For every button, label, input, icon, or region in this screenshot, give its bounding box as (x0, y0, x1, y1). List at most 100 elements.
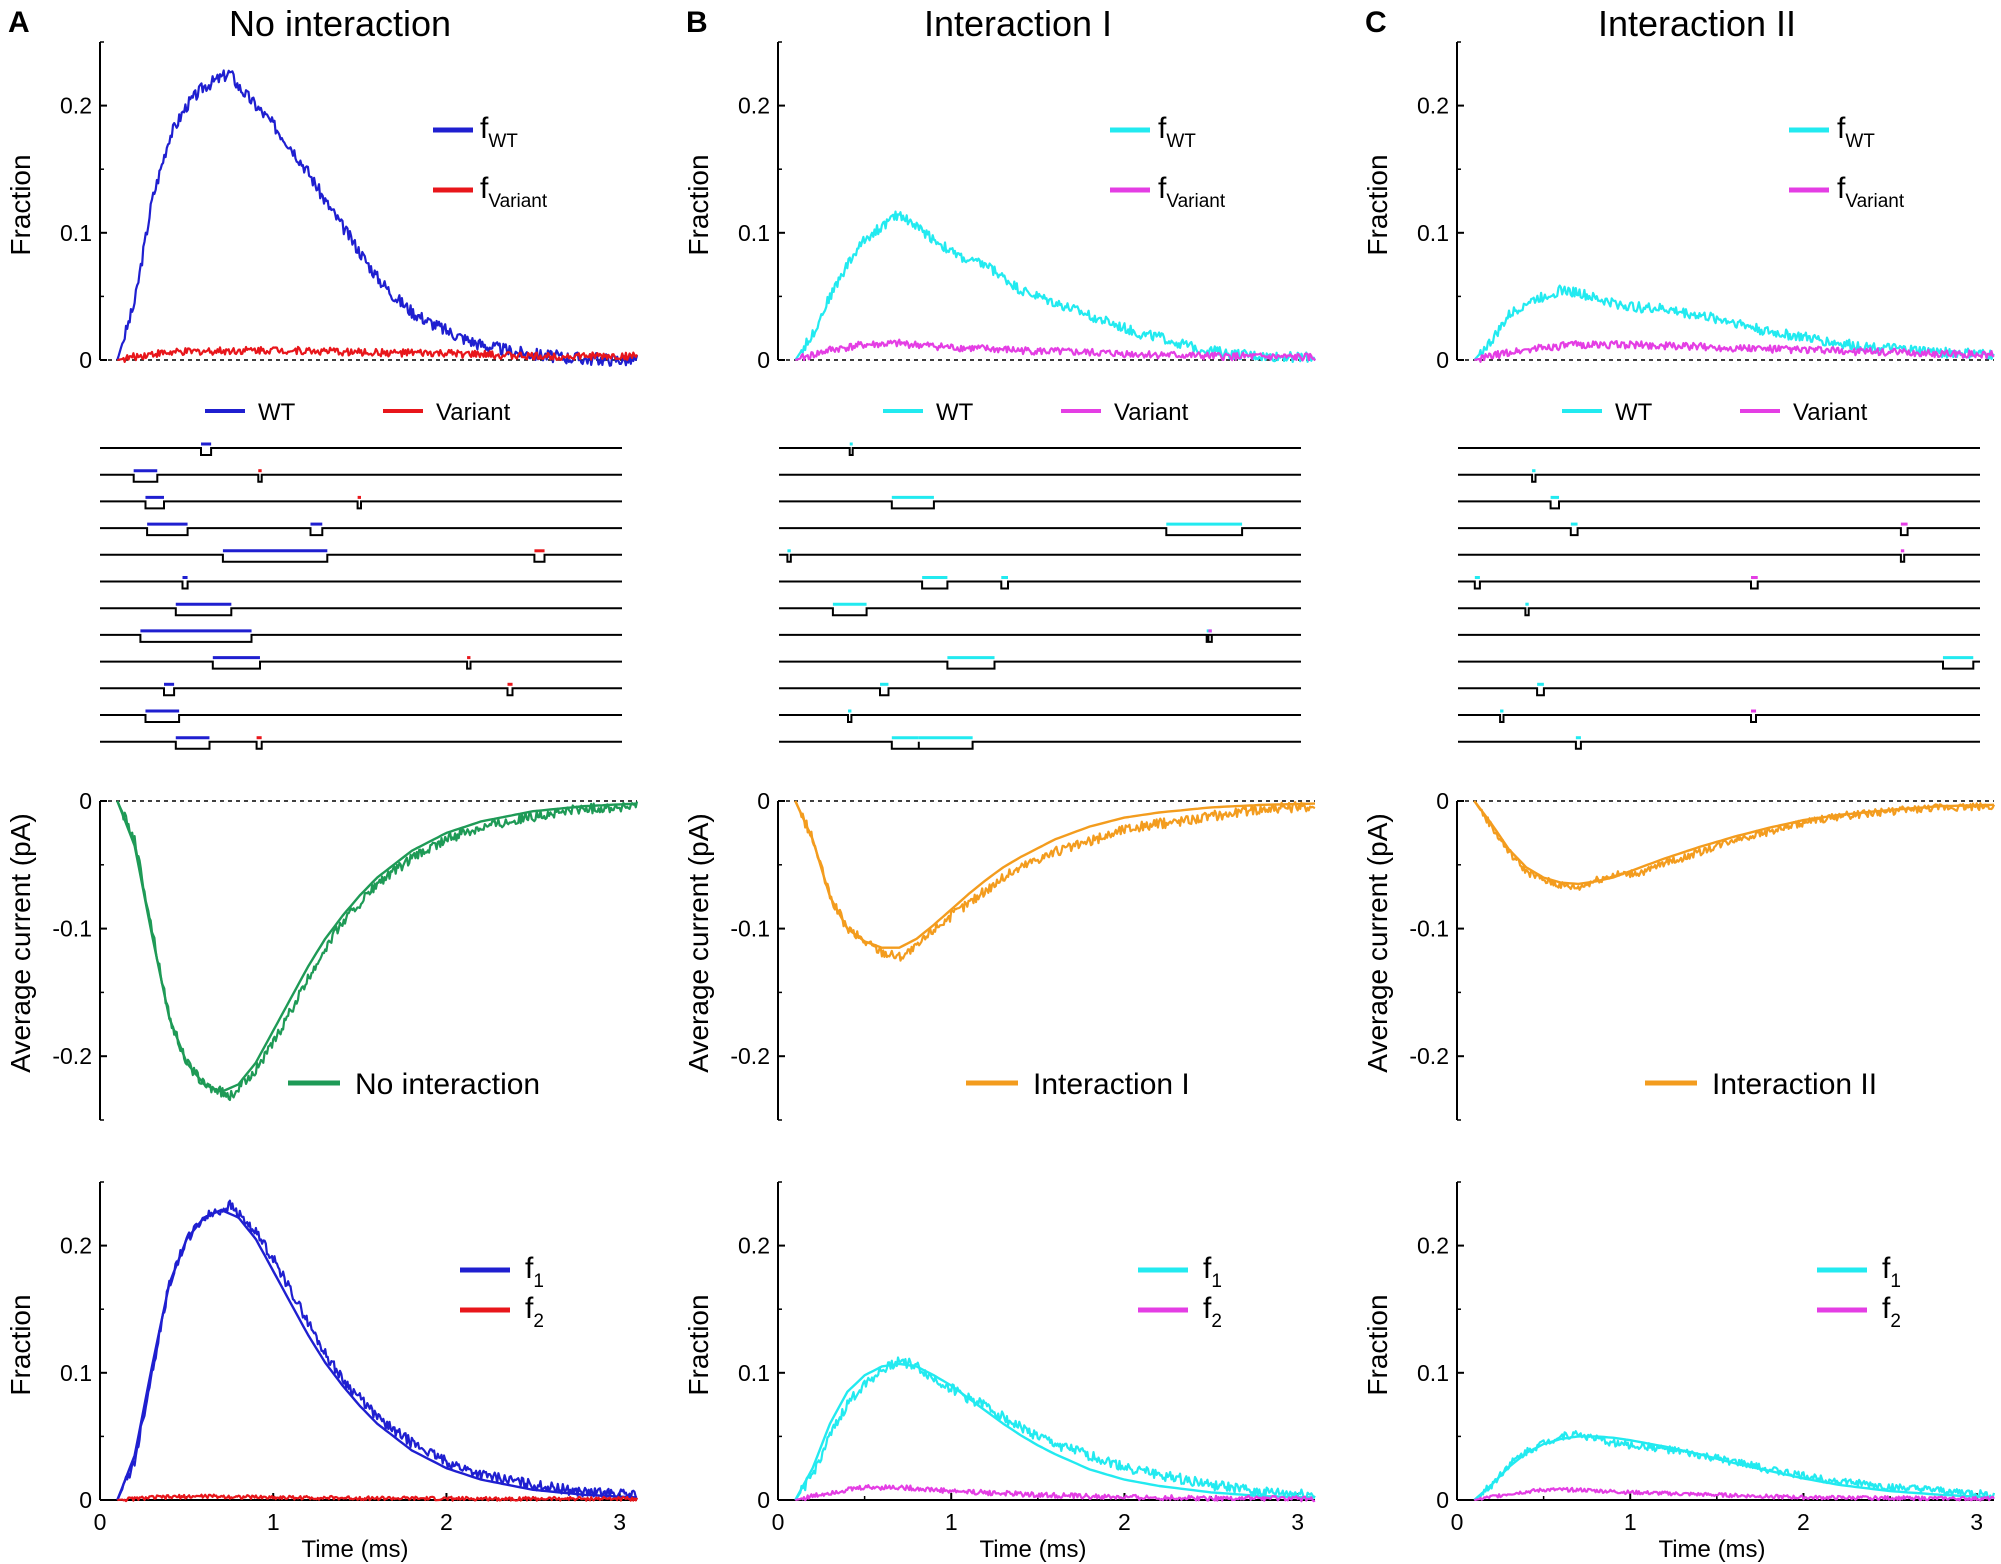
x-tick-label: 1 (945, 1509, 958, 1535)
series-line (794, 800, 1316, 962)
trace-row (779, 714, 1301, 723)
y-tick-label: 0 (757, 347, 770, 373)
legend-c-fit: f1 f2 (1817, 1252, 1901, 1332)
panel-letter-c: C (1365, 6, 1387, 39)
trace-row (779, 500, 1301, 510)
series-line (116, 69, 639, 367)
panel-a: A No interaction Fraction 0 0.1 0.2 fWT fV… (5, 3, 639, 1563)
series-line (1473, 800, 1996, 891)
trace-row (779, 447, 1301, 456)
series-line (795, 1484, 1316, 1503)
series-line (794, 338, 1316, 362)
ylabel-c-fraction-fit: Fraction (1362, 1294, 1393, 1395)
x-tick-label: 3 (613, 1509, 626, 1535)
series-line (117, 1493, 638, 1503)
series-line (1474, 1486, 1995, 1502)
chart-a-fraction: Fraction 0 0.1 0.2 fWT fVariant (5, 41, 639, 373)
legend-label-a-f1: f1 (525, 1252, 544, 1292)
y-tick-label: -0.2 (52, 1043, 92, 1069)
trace-row (1458, 500, 1980, 510)
trace-row (779, 607, 1301, 617)
trace-row (779, 633, 1301, 643)
x-tick-label: 0 (772, 1509, 785, 1535)
x-tick-label: 2 (1797, 1509, 1810, 1535)
trace-row (100, 607, 622, 617)
y-tick-label: 0.1 (1417, 220, 1449, 246)
y-tick-label: 0 (1436, 788, 1449, 814)
trace-row (100, 447, 622, 456)
x-tick-label: 0 (94, 1509, 107, 1535)
traces-a: WT Variant (100, 399, 622, 750)
legend-label-a-variant: Variant (436, 399, 511, 426)
legend-label-a-wt: WT (258, 399, 296, 426)
legend-label-b-f2: f2 (1203, 1292, 1222, 1332)
panel-title-c: Interaction II (1598, 3, 1796, 44)
trace-row (1458, 473, 1980, 483)
series-line (794, 210, 1316, 363)
series-line (116, 1199, 638, 1501)
ylabel-c-fraction: Fraction (1362, 154, 1393, 255)
x-tick-label: 1 (1624, 1509, 1637, 1535)
trace-row (779, 687, 1301, 697)
series-line (117, 345, 638, 363)
y-tick-label: 0 (79, 347, 92, 373)
trace-row (1458, 714, 1980, 723)
legend-b-fraction: fWT fVariant (1110, 112, 1226, 212)
y-tick-label: 0.2 (738, 93, 770, 119)
legend-label-b-current: Interaction I (1033, 1068, 1190, 1101)
plot-b-fraction-fit: 0 0.1 0.2 0 1 2 3 (738, 1181, 1316, 1535)
legend-a-fraction: fWT fVariant (433, 112, 548, 212)
trace-row (1458, 687, 1980, 697)
chart-c-fraction-fit: Fraction 0 0.1 0.2 0 1 2 3 Time (ms) f1 f2 (1362, 1181, 1996, 1563)
x-tick-label: 0 (1451, 1509, 1464, 1535)
series-line (116, 800, 639, 1102)
trace-row (1458, 607, 1980, 617)
ylabel-a-fraction-fit: Fraction (5, 1294, 36, 1395)
xlabel-c: Time (ms) (1658, 1536, 1765, 1563)
trace-row (100, 527, 622, 537)
plot-a-current: 0 -0.1 -0.2 (52, 788, 639, 1121)
ylabel-b-current: Average current (pA) (683, 813, 714, 1072)
y-tick-label: 0 (757, 1487, 770, 1513)
chart-b-fraction: Fraction 0 0.1 0.2 fWT fVariant (683, 41, 1316, 373)
x-tick-label: 2 (440, 1509, 453, 1535)
series-line (116, 800, 638, 1094)
legend-label-c-current: Interaction II (1712, 1068, 1877, 1101)
panel-letter-a: A (8, 6, 30, 39)
plot-c-fraction-fit: 0 0.1 0.2 0 1 2 3 (1417, 1181, 1996, 1535)
chart-b-current: Average current (pA) 0 -0.1 -0.2 Interacti… (683, 788, 1316, 1121)
legend-label-c-variant: Variant (1793, 399, 1868, 426)
panel-b: B Interaction I Fraction 0 0.1 0.2 fWT fVa… (683, 3, 1316, 1563)
trace-set-a (100, 442, 622, 750)
trace-set-c (1458, 447, 1980, 750)
plot-b-current: 0 -0.1 -0.2 (730, 788, 1316, 1121)
ylabel-c-current: Average current (pA) (1362, 813, 1393, 1072)
y-tick-label: 0.1 (1417, 1360, 1449, 1386)
traces-c: WT Variant (1458, 399, 1980, 750)
y-tick-label: 0.1 (738, 1360, 770, 1386)
xlabel-a: Time (ms) (301, 1536, 408, 1563)
trace-row (100, 740, 622, 750)
panel-title-b: Interaction I (924, 3, 1112, 44)
xlabel-b: Time (ms) (979, 1536, 1086, 1563)
traces-b: WT Variant (779, 399, 1301, 750)
legend-label-c-fwt: fWT (1837, 112, 1875, 152)
plot-c-current: 0 -0.1 -0.2 (1409, 788, 1996, 1121)
trace-row (1458, 553, 1980, 563)
ylabel-b-fraction: Fraction (683, 154, 714, 255)
y-tick-label: -0.2 (1409, 1043, 1449, 1069)
series-line (1473, 800, 1995, 886)
legend-a-fit: f1 f2 (460, 1252, 544, 1332)
y-tick-label: 0.2 (1417, 93, 1449, 119)
legend-label-c-f1: f1 (1882, 1252, 1901, 1292)
legend-label-b-f1: f1 (1203, 1252, 1222, 1292)
ylabel-b-fraction-fit: Fraction (683, 1294, 714, 1395)
series-line (1473, 1435, 1995, 1501)
trace-row (779, 527, 1301, 537)
legend-label-a-fvariant: fVariant (480, 172, 548, 212)
trace-row (779, 553, 1301, 563)
y-tick-label: -0.1 (730, 916, 770, 942)
y-tick-label: -0.1 (1409, 916, 1449, 942)
legend-label-b-fvariant: fVariant (1158, 172, 1226, 212)
legend-label-b-variant: Variant (1114, 399, 1189, 426)
